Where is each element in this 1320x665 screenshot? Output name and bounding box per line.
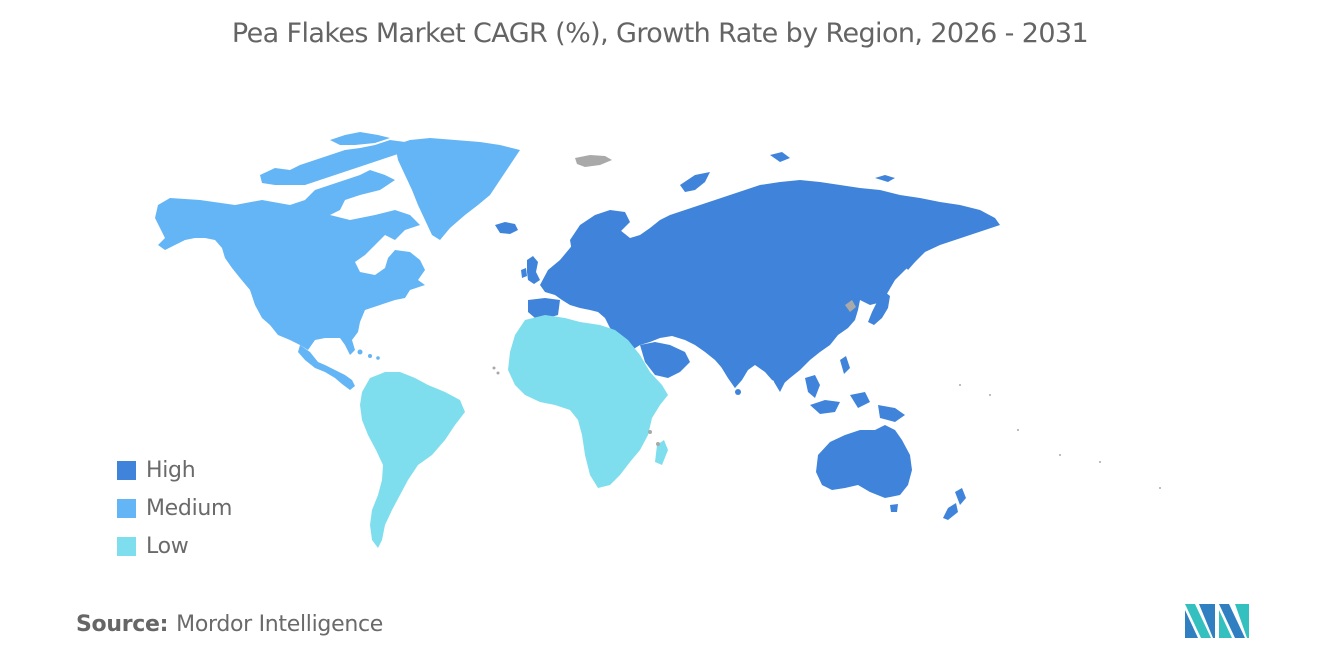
legend-swatch-low (117, 536, 136, 556)
legend-item-high[interactable]: High (117, 451, 232, 489)
source-attribution: Source: Mordor Intelligence (76, 612, 383, 637)
region-south-america[interactable] (360, 372, 465, 548)
source-value: Mordor Intelligence (176, 612, 384, 637)
legend-label: Low (146, 533, 189, 559)
region-north-america[interactable] (155, 132, 520, 390)
legend-label: High (146, 457, 196, 483)
mordor-intelligence-logo-icon (1185, 604, 1249, 638)
legend-label: Medium (146, 495, 233, 521)
chart-title: Pea Flakes Market CAGR (%), Growth Rate … (231, 18, 1089, 49)
legend-item-low[interactable]: Low (117, 527, 232, 565)
legend: High Medium Low (117, 451, 232, 565)
legend-swatch-medium (117, 498, 136, 518)
region-no-data (492, 155, 1161, 489)
legend-swatch-high (117, 460, 136, 480)
region-europe-asia[interactable] (495, 152, 1000, 520)
legend-item-medium[interactable]: Medium (117, 489, 232, 527)
region-africa[interactable] (508, 315, 668, 488)
source-label: Source: (76, 612, 169, 637)
